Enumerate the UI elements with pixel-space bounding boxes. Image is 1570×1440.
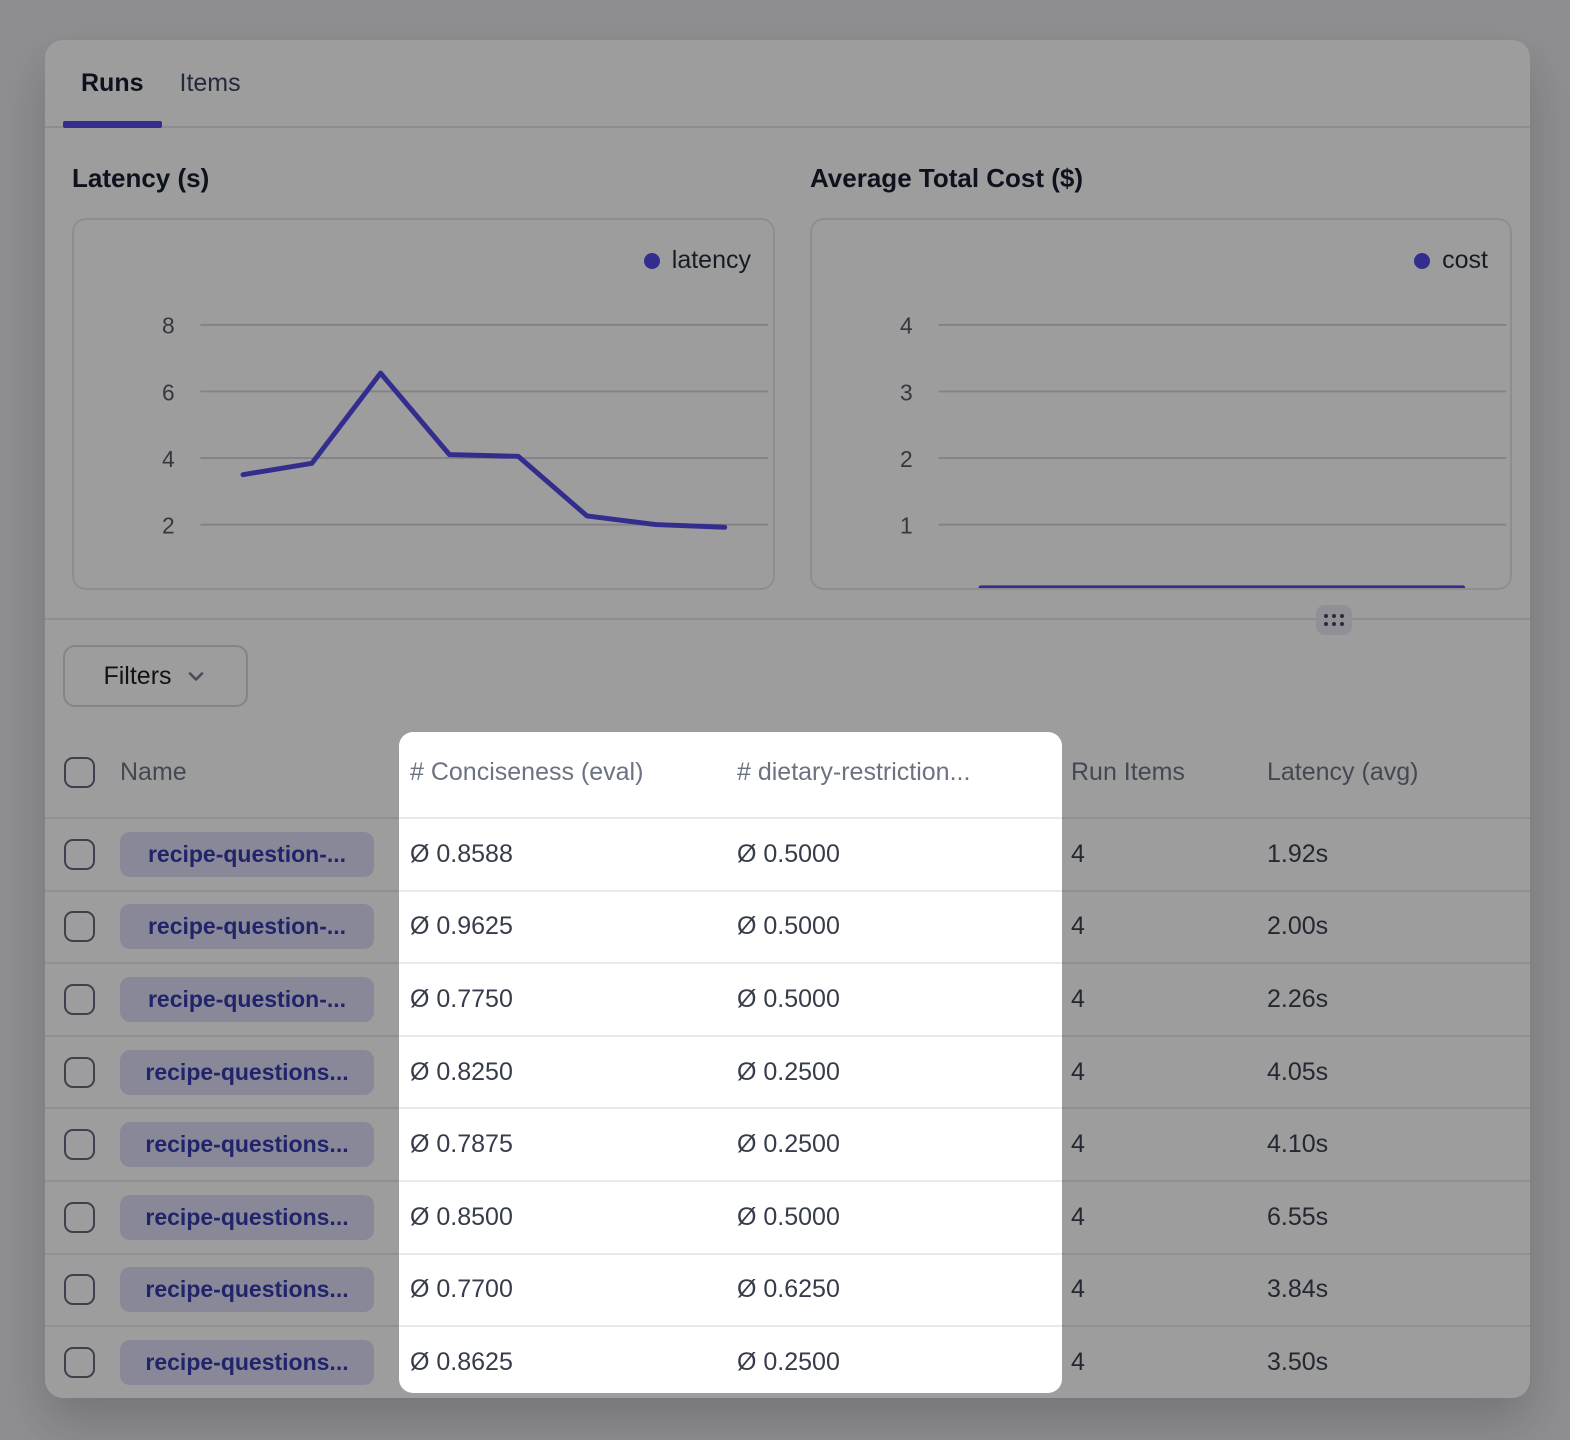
header-conciseness[interactable]: # Conciseness (eval) [410, 758, 737, 787]
grip-dots-icon [1324, 614, 1344, 626]
run-name-badge[interactable]: recipe-questions... [120, 1122, 374, 1167]
table-row[interactable]: recipe-question-... Ø 0.8588 Ø 0.5000 4 … [45, 817, 1530, 890]
svg-text:4: 4 [162, 446, 175, 472]
svg-text:2: 2 [900, 446, 913, 472]
header-run-items[interactable]: Run Items [1071, 758, 1267, 787]
table-row[interactable]: recipe-questions... Ø 0.7875 Ø 0.2500 4 … [45, 1107, 1530, 1180]
dietary-restriction-value: Ø 0.5000 [737, 1203, 1071, 1232]
cost-legend-dot-icon [1414, 253, 1430, 269]
table-row[interactable]: recipe-questions... Ø 0.8250 Ø 0.2500 4 … [45, 1035, 1530, 1108]
table-row[interactable]: recipe-question-... Ø 0.7750 Ø 0.5000 4 … [45, 962, 1530, 1035]
resize-handle[interactable] [1316, 605, 1352, 635]
svg-text:2: 2 [162, 512, 175, 538]
select-all-checkbox[interactable] [64, 757, 95, 788]
row-checkbox[interactable] [64, 839, 95, 870]
header-name[interactable]: Name [120, 758, 410, 787]
run-name-badge[interactable]: recipe-questions... [120, 1267, 374, 1312]
latency-avg-value: 3.50s [1267, 1348, 1530, 1377]
row-checkbox[interactable] [64, 984, 95, 1015]
conciseness-value: Ø 0.7700 [410, 1275, 737, 1304]
row-checkbox[interactable] [64, 911, 95, 942]
cost-chart-title: Average Total Cost ($) [810, 162, 1083, 194]
table-row[interactable]: recipe-questions... Ø 0.7700 Ø 0.6250 4 … [45, 1253, 1530, 1326]
run-name-badge[interactable]: recipe-questions... [120, 1195, 374, 1240]
dietary-restriction-value: Ø 0.2500 [737, 1058, 1071, 1087]
svg-text:8: 8 [162, 313, 175, 339]
dietary-restriction-value: Ø 0.5000 [737, 840, 1071, 869]
conciseness-value: Ø 0.8500 [410, 1203, 737, 1232]
row-checkbox[interactable] [64, 1129, 95, 1160]
tab-runs-label: Runs [81, 69, 144, 98]
cost-chart: 4 3 2 1 cost [810, 218, 1512, 590]
run-items-value: 4 [1071, 1130, 1267, 1159]
runs-table: Name # Conciseness (eval) # dietary-rest… [45, 727, 1530, 1398]
table-row[interactable]: recipe-questions... Ø 0.8500 Ø 0.5000 4 … [45, 1180, 1530, 1253]
table-row[interactable]: recipe-question-... Ø 0.9625 Ø 0.5000 4 … [45, 890, 1530, 963]
svg-text:1: 1 [900, 512, 913, 538]
cost-chart-plot: 4 3 2 1 [812, 220, 1510, 588]
latency-chart-title: Latency (s) [72, 162, 209, 194]
run-items-value: 4 [1071, 1275, 1267, 1304]
header-dietary-restriction[interactable]: # dietary-restriction... [737, 758, 1071, 787]
run-items-value: 4 [1071, 1058, 1267, 1087]
latency-avg-value: 4.10s [1267, 1130, 1530, 1159]
svg-text:6: 6 [162, 379, 175, 405]
filters-button-label: Filters [103, 662, 171, 691]
svg-text:3: 3 [900, 379, 913, 405]
latency-avg-value: 3.84s [1267, 1275, 1530, 1304]
run-name-badge[interactable]: recipe-question-... [120, 832, 374, 877]
row-checkbox[interactable] [64, 1202, 95, 1233]
row-checkbox[interactable] [64, 1057, 95, 1088]
table-row[interactable]: recipe-questions... Ø 0.8625 Ø 0.2500 4 … [45, 1325, 1530, 1398]
row-checkbox[interactable] [64, 1274, 95, 1305]
latency-avg-value: 4.05s [1267, 1058, 1530, 1087]
run-name-badge[interactable]: recipe-questions... [120, 1050, 374, 1095]
conciseness-value: Ø 0.7875 [410, 1130, 737, 1159]
run-name-badge[interactable]: recipe-questions... [120, 1340, 374, 1385]
latency-legend: latency [644, 246, 751, 275]
latency-chart-plot: 8 6 4 2 [74, 220, 773, 588]
latency-legend-label: latency [672, 246, 751, 275]
row-checkbox[interactable] [64, 1347, 95, 1378]
table-header-row: Name # Conciseness (eval) # dietary-rest… [45, 727, 1530, 817]
latency-avg-value: 2.26s [1267, 985, 1530, 1014]
tab-runs[interactable]: Runs [63, 40, 162, 126]
dietary-restriction-value: Ø 0.2500 [737, 1348, 1071, 1377]
dietary-restriction-value: Ø 0.6250 [737, 1275, 1071, 1304]
page-background: Runs Items Latency (s) Average Total Cos… [0, 0, 1570, 1440]
run-name-badge[interactable]: recipe-question-... [120, 904, 374, 949]
run-items-value: 4 [1071, 1203, 1267, 1232]
tab-items-label: Items [180, 69, 241, 98]
svg-text:4: 4 [900, 313, 913, 339]
run-items-value: 4 [1071, 840, 1267, 869]
latency-legend-dot-icon [644, 253, 660, 269]
run-items-value: 4 [1071, 912, 1267, 941]
filters-button[interactable]: Filters [63, 645, 248, 707]
chevron-down-icon [184, 664, 208, 688]
conciseness-value: Ø 0.8250 [410, 1058, 737, 1087]
conciseness-value: Ø 0.8625 [410, 1348, 737, 1377]
section-divider [45, 618, 1530, 620]
latency-avg-value: 1.92s [1267, 840, 1530, 869]
table-body: recipe-question-... Ø 0.8588 Ø 0.5000 4 … [45, 817, 1530, 1398]
latency-avg-value: 2.00s [1267, 912, 1530, 941]
cost-legend-label: cost [1442, 246, 1488, 275]
conciseness-value: Ø 0.8588 [410, 840, 737, 869]
dataset-runs-card: Runs Items Latency (s) Average Total Cos… [45, 40, 1530, 1398]
conciseness-value: Ø 0.9625 [410, 912, 737, 941]
latency-chart: 8 6 4 2 latency [72, 218, 775, 590]
conciseness-value: Ø 0.7750 [410, 985, 737, 1014]
header-latency-avg[interactable]: Latency (avg) [1267, 758, 1530, 787]
dietary-restriction-value: Ø 0.5000 [737, 912, 1071, 941]
dietary-restriction-value: Ø 0.5000 [737, 985, 1071, 1014]
tab-items[interactable]: Items [162, 40, 259, 126]
run-items-value: 4 [1071, 1348, 1267, 1377]
latency-avg-value: 6.55s [1267, 1203, 1530, 1232]
run-name-badge[interactable]: recipe-question-... [120, 977, 374, 1022]
run-items-value: 4 [1071, 985, 1267, 1014]
tab-bar: Runs Items [45, 40, 1530, 128]
dietary-restriction-value: Ø 0.2500 [737, 1130, 1071, 1159]
cost-legend: cost [1414, 246, 1488, 275]
